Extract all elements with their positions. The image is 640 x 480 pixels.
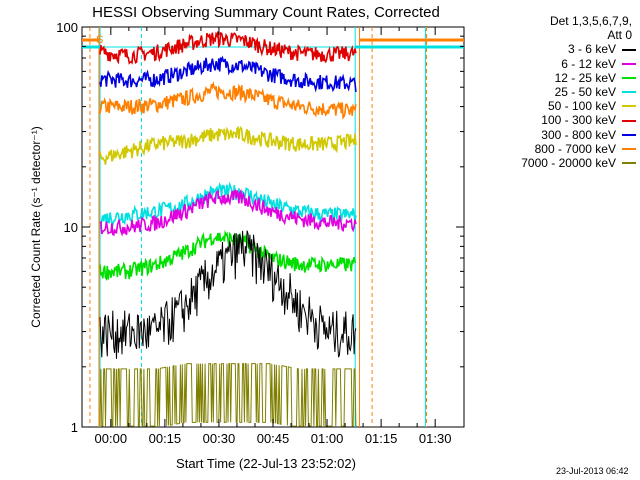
series-line-2	[99, 229, 357, 282]
legend-item: 6 - 12 keV	[480, 57, 636, 71]
legend-label: 800 - 7000 keV	[534, 141, 616, 156]
y-tick-label-1: 1	[71, 420, 78, 435]
legend-label: 300 - 800 keV	[541, 127, 616, 142]
legend-swatch	[622, 133, 636, 136]
x-tick-label-01:15: 01:15	[365, 431, 398, 446]
legend-label: 12 - 25 keV	[554, 70, 616, 85]
legend-swatch	[622, 91, 636, 94]
legend-label: 25 - 50 keV	[554, 85, 616, 100]
y-tick-label-10: 10	[64, 220, 78, 235]
legend-swatch	[622, 62, 636, 65]
saa-flag-label: S	[96, 34, 103, 46]
legend-header-1: Det 1,3,5,6,7,9,	[549, 14, 632, 28]
legend: Det 1,3,5,6,7,9, Att 0 3 - 6 keV 6 - 12 k…	[480, 14, 636, 170]
y-axis-label: Corrected Count Rate (s⁻¹ detector⁻¹)	[29, 126, 43, 327]
legend-header-2: Att 0	[607, 28, 632, 43]
legend-item: 800 - 7000 keV	[480, 142, 636, 156]
series-line-0	[99, 230, 357, 359]
legend-label: 6 - 12 keV	[561, 56, 616, 71]
legend-swatch	[622, 76, 636, 79]
series-line-7	[99, 80, 357, 120]
legend-swatch	[622, 119, 636, 122]
legend-swatch	[622, 48, 636, 51]
x-tick-label-01:30: 01:30	[419, 431, 452, 446]
legend-swatch	[622, 162, 636, 165]
legend-label: 3 - 6 keV	[567, 42, 616, 57]
chart-title: HESSI Observing Summary Count Rates, Cor…	[92, 4, 440, 21]
x-tick-label-00:30: 00:30	[203, 431, 236, 446]
axes-group: 1 10 100 00:00 00:15 00:30 00:45 01:00 01:15 01:3…	[56, 20, 464, 446]
legend-item: 3 - 6 keV	[480, 42, 636, 56]
x-axis-label: Start Time (22-Jul-13 23:52:02)	[176, 456, 356, 471]
series-group	[99, 31, 357, 427]
legend-swatch	[622, 147, 636, 150]
legend-item: 50 - 100 keV	[480, 99, 636, 113]
legend-label: 7000 - 20000 keV	[521, 156, 616, 171]
legend-item: 300 - 800 keV	[480, 128, 636, 142]
series-line-5	[99, 31, 357, 65]
legend-label: 100 - 300 keV	[541, 113, 616, 128]
x-tick-label-01:00: 01:00	[311, 431, 344, 446]
timestamp: 23-Jul-2013 06:42	[556, 466, 629, 476]
x-tick-label-00:45: 00:45	[257, 431, 290, 446]
legend-label: 50 - 100 keV	[547, 99, 616, 114]
legend-item: 12 - 25 keV	[480, 71, 636, 85]
x-tick-label-00:15: 00:15	[149, 431, 182, 446]
x-tick-label-00:00: 00:00	[95, 431, 128, 446]
legend-item: 25 - 50 keV	[480, 85, 636, 99]
legend-item: 7000 - 20000 keV	[480, 156, 636, 170]
series-line-8	[99, 363, 357, 427]
y-tick-label-100: 100	[56, 20, 78, 35]
series-line-6	[99, 55, 357, 93]
series-line-4	[99, 125, 357, 165]
legend-swatch	[622, 105, 636, 108]
series-line-1	[99, 188, 357, 237]
legend-item: 100 - 300 keV	[480, 113, 636, 127]
